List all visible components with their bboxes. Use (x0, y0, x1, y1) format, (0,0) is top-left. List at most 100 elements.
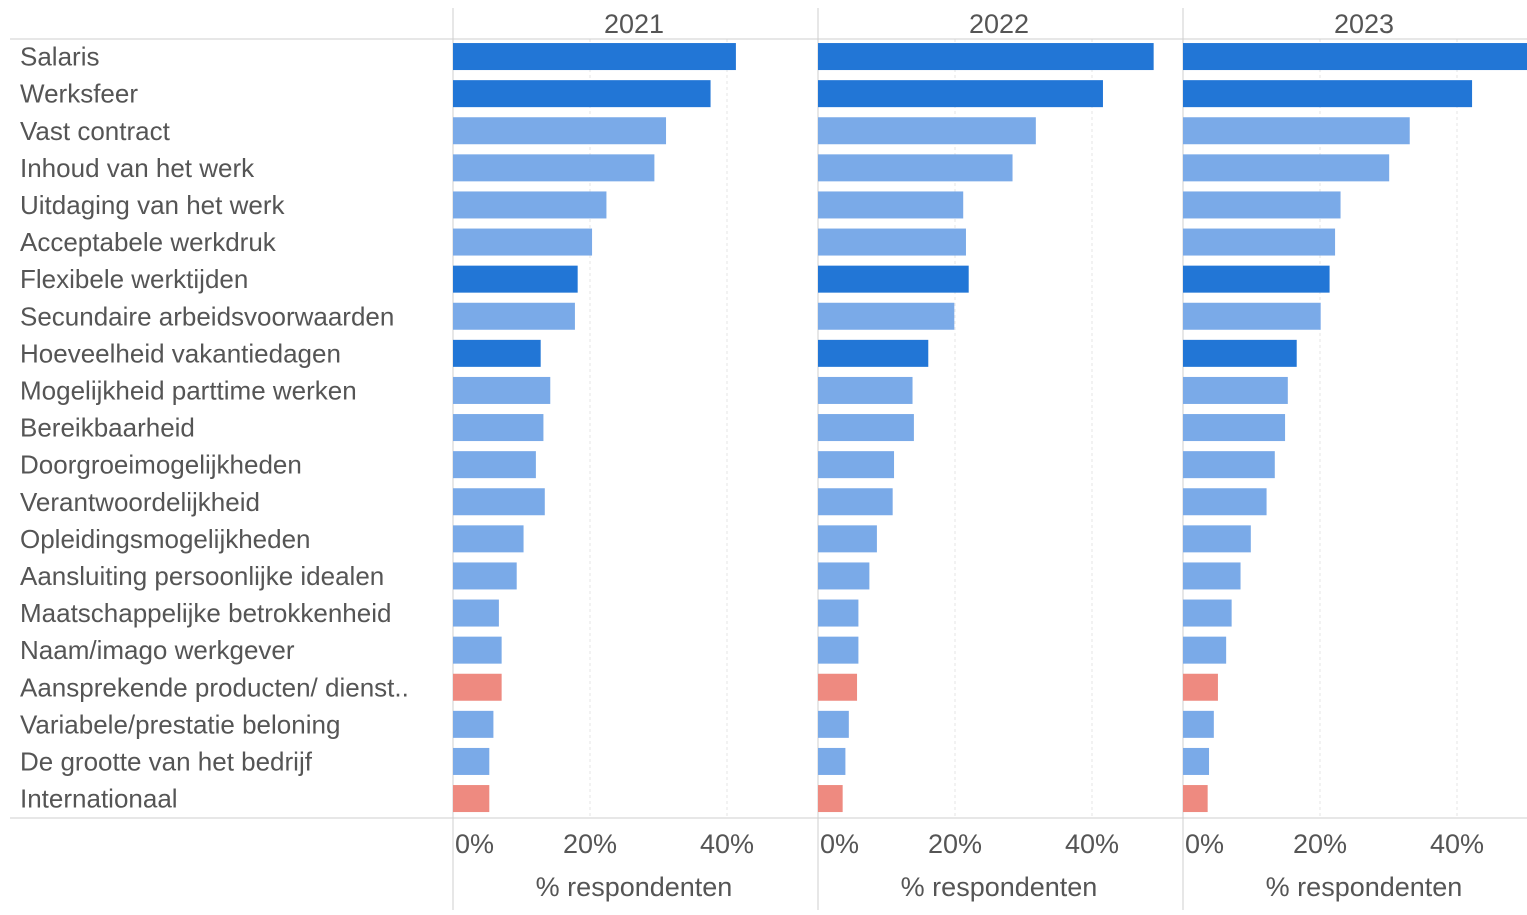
bar-2023-17 (1183, 636, 1227, 664)
bar-2023-7 (1183, 265, 1330, 293)
category-label: Hoeveelheid vakantiedagen (20, 338, 341, 368)
bar-2022-4 (818, 154, 1013, 182)
bar-2022-15 (818, 562, 870, 590)
bar-2021-16 (453, 599, 499, 627)
category-label: Secundaire arbeidsvoorwaarden (20, 301, 394, 331)
category-label: Opleidingsmogelijkheden (20, 524, 311, 554)
category-label: Naam/imago werkgever (20, 635, 295, 665)
x-axis-title-2021: % respondenten (536, 872, 733, 902)
bar-2023-2 (1183, 80, 1473, 108)
x-tick-label-2023: 0% (1185, 829, 1224, 859)
bar-2022-2 (818, 80, 1103, 108)
bar-2022-10 (818, 376, 913, 404)
category-label: Maatschappelijke betrokkenheid (20, 598, 391, 628)
x-tick-label-2023: 40% (1430, 829, 1484, 859)
bar-2022-5 (818, 191, 964, 219)
x-tick-label-2023: 20% (1293, 829, 1347, 859)
bar-2023-21 (1183, 785, 1208, 813)
x-tick-label-2021: 20% (563, 829, 617, 859)
x-tick-label-2022: 20% (928, 829, 982, 859)
category-label: Verantwoordelijkheid (20, 487, 260, 517)
bar-2021-8 (453, 302, 575, 330)
bar-2023-3 (1183, 117, 1410, 145)
category-label: Werksfeer (20, 79, 138, 109)
category-label: Uitdaging van het werk (20, 190, 285, 220)
bar-2021-14 (453, 525, 524, 553)
bar-2021-18 (453, 673, 502, 701)
bar-2022-12 (818, 451, 895, 479)
category-label: Vast contract (20, 116, 171, 146)
category-label: Variabele/prestatie beloning (20, 709, 340, 739)
bar-2021-1 (453, 43, 736, 71)
bar-2021-6 (453, 228, 593, 256)
bar-2022-21 (818, 785, 843, 813)
bar-2022-6 (818, 228, 966, 256)
bar-2021-19 (453, 710, 494, 738)
bar-2023-11 (1183, 414, 1286, 442)
bar-2023-18 (1183, 673, 1218, 701)
bar-2021-5 (453, 191, 607, 219)
bar-2023-5 (1183, 191, 1341, 219)
category-label: Aansluiting persoonlijke idealen (20, 561, 384, 591)
bar-2022-3 (818, 117, 1036, 145)
bar-2023-19 (1183, 710, 1214, 738)
bar-2023-9 (1183, 339, 1297, 367)
category-label: Inhoud van het werk (20, 153, 255, 183)
bar-2021-4 (453, 154, 655, 182)
bar-2022-11 (818, 414, 914, 442)
bar-2023-14 (1183, 525, 1251, 553)
bar-2022-13 (818, 488, 893, 516)
bar-2023-15 (1183, 562, 1241, 590)
x-tick-label-2022: 40% (1065, 829, 1119, 859)
bar-2022-14 (818, 525, 877, 553)
category-label: Aansprekende producten/ dienst.. (20, 672, 409, 702)
bar-2022-16 (818, 599, 859, 627)
panel-title-2022: 2022 (969, 9, 1029, 39)
category-label: Internationaal (20, 784, 178, 814)
bar-2023-16 (1183, 599, 1232, 627)
category-label: Mogelijkheid parttime werken (20, 375, 357, 405)
x-tick-label-2021: 0% (455, 829, 494, 859)
category-label: Flexibele werktijden (20, 264, 248, 294)
bar-2022-8 (818, 302, 955, 330)
bar-2021-10 (453, 376, 551, 404)
bar-2023-10 (1183, 376, 1288, 404)
bar-2023-8 (1183, 302, 1321, 330)
bar-2023-13 (1183, 488, 1267, 516)
x-tick-label-2021: 40% (700, 829, 754, 859)
bar-2021-17 (453, 636, 502, 664)
bar-2022-20 (818, 747, 846, 775)
bar-2023-4 (1183, 154, 1390, 182)
bar-2022-1 (818, 43, 1154, 71)
bar-2023-6 (1183, 228, 1336, 256)
category-label: Doorgroeimogelijkheden (20, 450, 302, 480)
x-axis-title-2022: % respondenten (901, 872, 1098, 902)
bar-2021-2 (453, 80, 711, 108)
panel-title-2023: 2023 (1334, 9, 1394, 39)
bar-2021-15 (453, 562, 517, 590)
category-label: De grootte van het bedrijf (20, 746, 313, 776)
x-tick-label-2022: 0% (820, 829, 859, 859)
category-label: Salaris (20, 42, 99, 72)
bar-2022-18 (818, 673, 858, 701)
bar-2022-7 (818, 265, 969, 293)
bar-2023-12 (1183, 451, 1275, 479)
bar-2022-9 (818, 339, 929, 367)
bar-2021-3 (453, 117, 667, 145)
bar-2021-12 (453, 451, 536, 479)
bar-2023-1 (1183, 43, 1527, 71)
x-axis-title-2023: % respondenten (1266, 872, 1463, 902)
bar-2021-9 (453, 339, 541, 367)
bar-2021-20 (453, 747, 490, 775)
category-label: Acceptabele werkdruk (20, 227, 277, 257)
bar-2021-11 (453, 414, 544, 442)
bar-2022-19 (818, 710, 849, 738)
category-label: Bereikbaarheid (20, 413, 195, 443)
bar-2022-17 (818, 636, 859, 664)
panel-title-2021: 2021 (604, 9, 664, 39)
bar-2021-7 (453, 265, 578, 293)
bar-2021-21 (453, 785, 490, 813)
bar-2023-20 (1183, 747, 1210, 775)
